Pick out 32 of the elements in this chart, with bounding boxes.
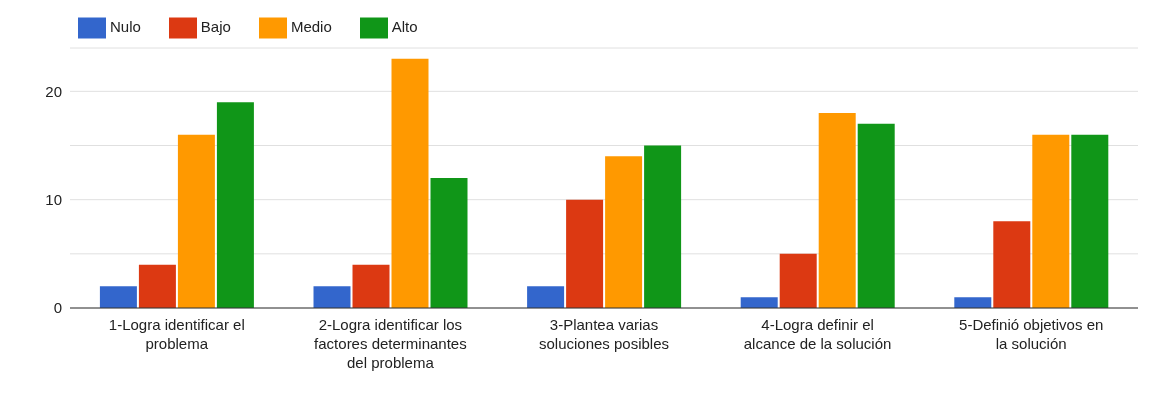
bar [1032, 134, 1070, 308]
bar [605, 156, 643, 308]
x-tick-label: 5-Definió objetivos en la solución [959, 316, 1104, 352]
bar [352, 264, 390, 308]
bar [177, 134, 215, 308]
legend-label: Nulo [110, 17, 141, 35]
bar [313, 286, 351, 308]
x-tick-label: 4-Logra definir el alcance de la solución [743, 316, 892, 352]
y-tick-label: 10 [45, 190, 62, 208]
y-tick-label: 0 [53, 299, 62, 317]
bar [993, 221, 1031, 308]
legend-label: Medio [290, 17, 332, 35]
bar [818, 113, 856, 308]
legend-label: Bajo [200, 17, 231, 35]
bar [740, 297, 778, 308]
x-tick-label: 3-Plantea varias soluciones posibles [538, 316, 670, 352]
x-tick-label: 1-Logra identificar el problema [108, 316, 245, 352]
bar [779, 253, 817, 308]
bar [430, 178, 468, 308]
bar [391, 58, 429, 308]
bar [857, 123, 895, 308]
bar [138, 264, 176, 308]
bar [99, 286, 137, 308]
x-tick-label: 2-Logra identificar los factores determinantes del problema [314, 316, 467, 371]
legend-label: Alto [391, 17, 418, 35]
bar [1071, 134, 1109, 308]
bar [644, 145, 682, 308]
y-tick-label: 20 [45, 82, 62, 100]
bar [527, 286, 565, 308]
bar [566, 199, 604, 308]
bar [216, 102, 254, 308]
bar [954, 297, 992, 308]
